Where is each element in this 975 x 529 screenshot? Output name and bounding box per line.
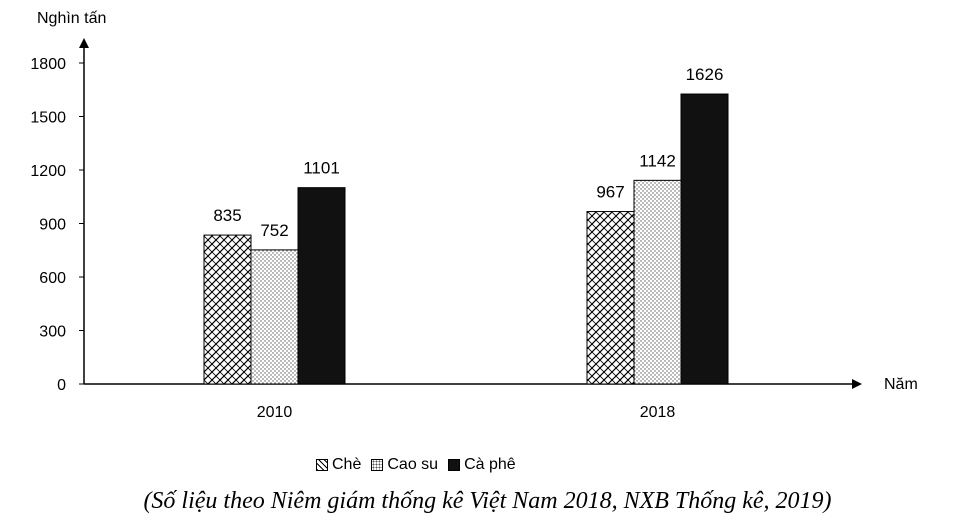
legend-label-che: Chè <box>332 456 362 473</box>
bars-group <box>203 93 729 385</box>
y-tick-label: 1800 <box>30 56 66 73</box>
axes: Nghìn tấn Năm 0 300 600 900 1200 1500 1800 <box>30 10 917 394</box>
y-tick-label: 900 <box>39 217 66 234</box>
y-axis-arrow <box>79 38 89 48</box>
y-tick-label: 300 <box>39 324 66 341</box>
y-tick-label: 1200 <box>30 163 66 180</box>
y-axis-label: Nghìn tấn <box>37 10 106 27</box>
legend-swatch-ca-phe <box>448 459 461 471</box>
legend-swatch-che <box>316 459 328 471</box>
x-tick-label: 2018 <box>640 404 676 421</box>
x-tick-label: 2010 <box>257 404 293 421</box>
bar-value-label: 1626 <box>686 65 724 84</box>
legend: Chè Cao su Cà phê <box>316 456 526 474</box>
legend-label-ca-phe: Cà phê <box>464 456 516 473</box>
bar-value-label: 835 <box>213 206 241 225</box>
legend-item-che: Chè <box>316 456 361 474</box>
bar <box>586 211 635 385</box>
bar-value-label: 1142 <box>639 151 676 170</box>
bar <box>680 93 729 385</box>
bar-value-label: 752 <box>260 221 288 240</box>
legend-swatch-cao-su <box>371 459 384 471</box>
bar-value-label: 1101 <box>303 159 340 178</box>
x-axis-label: Năm <box>884 376 918 393</box>
legend-item-cao-su: Cao su <box>371 456 438 474</box>
bar <box>250 249 299 385</box>
legend-label-cao-su: Cao su <box>387 456 439 473</box>
source-note: (Số liệu theo Niêm giám thống kê Việt Na… <box>143 488 832 514</box>
bar <box>297 187 346 385</box>
bar-value-label: 967 <box>596 183 624 202</box>
bar-chart: Nghìn tấn Năm 0 300 600 900 1200 1500 1800 835 75… <box>30 10 917 421</box>
bar <box>633 179 682 385</box>
y-tick-label: 0 <box>57 377 66 394</box>
bar <box>203 234 252 385</box>
labels-group: 835 752 1101 2010 967 1142 1626 2018 <box>213 65 723 421</box>
y-tick-label: 1500 <box>30 110 66 127</box>
y-tick-label: 600 <box>39 270 66 287</box>
x-axis-arrow <box>852 379 862 389</box>
legend-item-ca-phe: Cà phê <box>448 456 516 474</box>
